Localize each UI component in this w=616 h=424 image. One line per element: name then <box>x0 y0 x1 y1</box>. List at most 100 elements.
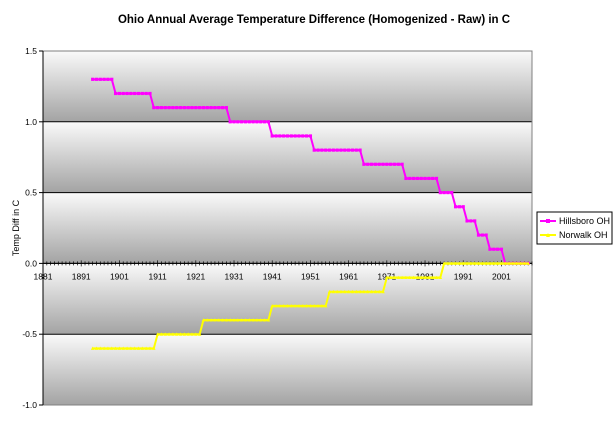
data-point <box>327 148 332 152</box>
data-point <box>327 289 332 294</box>
x-tick-label: 1931 <box>225 271 244 281</box>
data-point <box>129 346 133 350</box>
series-layer <box>90 77 530 350</box>
data-point <box>362 162 366 166</box>
data-point <box>472 261 477 265</box>
data-point <box>270 304 275 308</box>
data-point <box>320 304 324 308</box>
data-point <box>362 289 366 294</box>
data-point <box>293 134 297 138</box>
data-point <box>335 289 339 294</box>
data-point <box>224 318 229 322</box>
series-line <box>500 248 507 264</box>
data-point <box>511 261 515 265</box>
data-point <box>499 261 504 265</box>
data-point <box>194 106 198 110</box>
data-point <box>106 77 110 81</box>
x-tick-label: 1901 <box>110 271 129 281</box>
data-point <box>98 346 103 350</box>
data-point <box>373 162 377 166</box>
data-point <box>377 289 381 294</box>
data-point <box>354 289 359 294</box>
data-point <box>304 304 309 308</box>
y-tick-label: -1.0 <box>22 400 37 410</box>
plot-band <box>43 263 532 335</box>
data-point <box>354 148 358 152</box>
data-point <box>186 332 190 336</box>
data-point <box>148 346 152 350</box>
y-axis-label: Temp Diff in C <box>11 199 21 256</box>
data-point <box>151 346 156 350</box>
series-line <box>435 178 442 193</box>
data-point <box>396 275 401 280</box>
data-point <box>449 261 454 265</box>
data-point <box>385 162 389 166</box>
data-point <box>251 120 255 124</box>
legend: Hillsboro OH Norwalk OH <box>536 211 613 245</box>
data-point <box>331 289 336 294</box>
data-point <box>121 91 125 96</box>
data-point <box>526 261 530 265</box>
data-point <box>320 148 324 152</box>
x-tick-label: 1991 <box>454 271 473 281</box>
data-point <box>431 176 435 181</box>
data-point <box>465 261 469 265</box>
data-point <box>331 148 335 152</box>
plot-band <box>43 121 532 193</box>
data-point <box>213 318 217 322</box>
data-point <box>335 148 339 152</box>
data-point <box>446 191 450 195</box>
data-point <box>209 106 213 110</box>
data-point <box>186 106 190 110</box>
data-point <box>381 289 385 294</box>
data-point <box>411 176 416 181</box>
x-tick-label: 1891 <box>72 271 91 281</box>
data-point <box>94 346 99 350</box>
data-point <box>408 176 412 181</box>
x-tick-label: 1961 <box>339 271 358 281</box>
data-point <box>339 148 343 152</box>
data-point <box>358 289 362 294</box>
data-point <box>262 120 267 124</box>
data-point <box>423 275 427 280</box>
data-point <box>473 219 477 223</box>
data-point <box>201 106 206 110</box>
data-point <box>308 304 313 308</box>
data-point <box>266 120 270 124</box>
data-point <box>274 304 278 308</box>
data-point <box>293 304 297 308</box>
data-point <box>278 134 282 138</box>
series-line <box>359 149 365 165</box>
data-point <box>285 134 290 138</box>
data-point <box>312 304 317 308</box>
series-line <box>462 206 469 222</box>
data-point <box>453 205 458 209</box>
data-point <box>281 304 286 308</box>
data-point <box>213 106 217 110</box>
data-point <box>518 261 523 265</box>
data-point <box>152 106 156 110</box>
data-point <box>285 304 290 308</box>
data-point <box>415 275 420 280</box>
data-point <box>392 275 397 280</box>
series-line <box>267 305 274 321</box>
data-point <box>438 191 442 195</box>
data-point <box>430 275 435 280</box>
data-point <box>476 261 481 265</box>
data-point <box>369 162 374 166</box>
data-point <box>243 318 248 322</box>
data-point <box>163 106 167 110</box>
data-point <box>419 176 423 181</box>
data-point <box>182 106 186 110</box>
data-point <box>113 346 118 350</box>
data-point <box>224 106 228 110</box>
data-point <box>132 346 137 350</box>
series-line <box>450 192 457 208</box>
data-point <box>171 332 175 336</box>
legend-label: Hillsboro OH <box>559 216 610 226</box>
data-point <box>316 148 320 152</box>
data-point <box>262 318 267 322</box>
series-line <box>225 107 232 123</box>
